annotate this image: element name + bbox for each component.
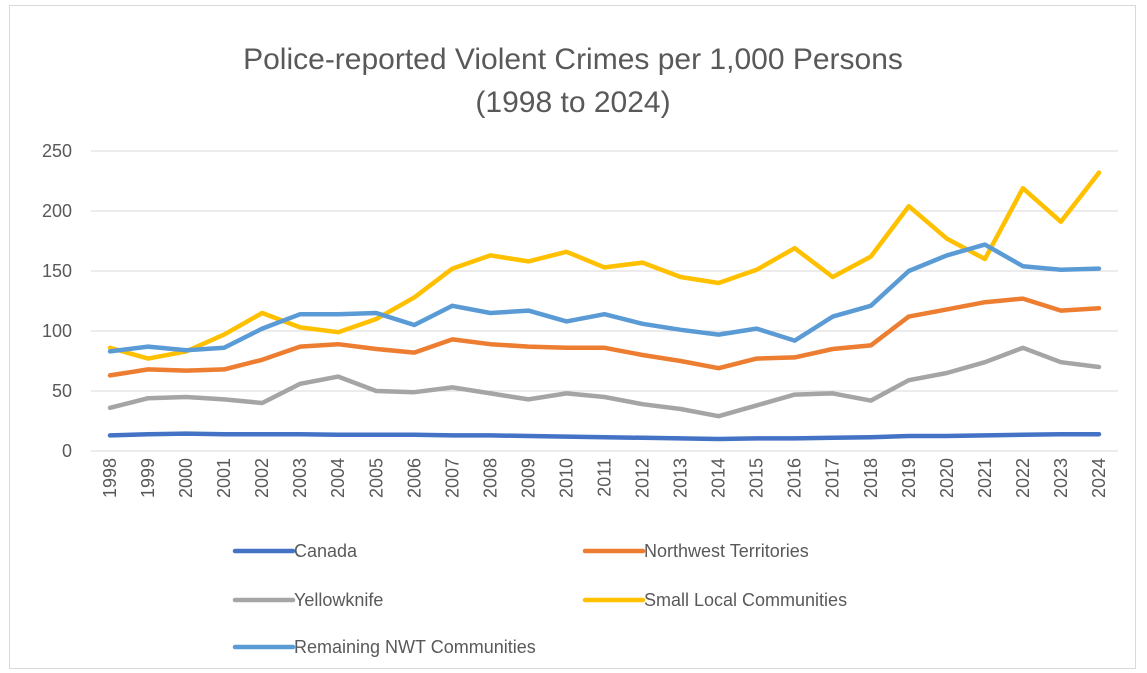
x-tick-label: 2001	[214, 458, 234, 498]
x-tick-label: 2018	[861, 458, 881, 498]
legend: Canada Northwest Territories Yellowknife Sm…	[232, 541, 847, 657]
series-line-small-local-communities	[107, 170, 1102, 361]
series-line-northwest-territories	[107, 296, 1102, 378]
x-tick-label: 2021	[975, 458, 995, 498]
x-tick-label: 2013	[671, 458, 691, 498]
legend-label: Northwest Territories	[644, 541, 809, 561]
legend-label: Remaining NWT Communities	[294, 637, 536, 657]
series-line-remaining-nwt-communities	[107, 242, 1102, 354]
x-tick-label: 2012	[633, 458, 653, 498]
series-line-yellowknife	[107, 345, 1102, 419]
y-tick-label: 200	[42, 201, 72, 221]
x-tick-label: 2015	[747, 458, 767, 498]
y-tick-label: 50	[52, 381, 72, 401]
chart-title-line1: Police-reported Violent Crimes per 1,000…	[243, 43, 903, 76]
chart-container: Police-reported Violent Crimes per 1,000…	[9, 5, 1136, 669]
x-tick-label: 2023	[1051, 458, 1071, 498]
line-chart: Police-reported Violent Crimes per 1,000…	[42, 43, 1118, 657]
x-tick-label: 1998	[100, 458, 120, 498]
gridlines	[91, 150, 1118, 452]
x-tick-label: 2016	[785, 458, 805, 498]
x-tick-label: 2003	[290, 458, 310, 498]
x-tick-label: 2007	[442, 458, 462, 498]
x-tick-label: 2014	[709, 458, 729, 498]
x-tick-label: 2002	[252, 458, 272, 498]
x-tick-label: 2006	[404, 458, 424, 498]
series-lines	[107, 170, 1102, 442]
x-tick-label: 2019	[899, 458, 919, 498]
x-tick-label: 2024	[1089, 458, 1109, 498]
y-axis-ticks: 0 50 100 150 200 250	[42, 141, 72, 461]
y-tick-label: 100	[42, 321, 72, 341]
x-tick-label: 2009	[518, 458, 538, 498]
x-tick-label: 2004	[328, 458, 348, 498]
y-tick-label: 150	[42, 261, 72, 281]
series-line-canada	[107, 431, 1102, 442]
x-tick-label: 2000	[176, 458, 196, 498]
x-tick-label: 2020	[937, 458, 957, 498]
x-tick-label: 2010	[556, 458, 576, 498]
x-tick-label: 2011	[595, 458, 615, 497]
y-tick-label: 250	[42, 141, 72, 161]
chart-title-line2: (1998 to 2024)	[475, 86, 670, 119]
x-tick-label: 2022	[1013, 458, 1033, 498]
legend-label: Small Local Communities	[644, 590, 847, 610]
x-tick-label: 2017	[823, 458, 843, 498]
x-tick-label: 1999	[138, 458, 158, 498]
x-tick-label: 2005	[366, 458, 386, 498]
legend-label: Yellowknife	[294, 590, 383, 610]
y-tick-label: 0	[62, 441, 72, 461]
x-axis-ticks: 1998 1999 2000 2001 2002 2003 2004 2005 2006 2007…	[100, 458, 1109, 498]
x-tick-label: 2008	[480, 458, 500, 498]
legend-label: Canada	[294, 541, 358, 561]
